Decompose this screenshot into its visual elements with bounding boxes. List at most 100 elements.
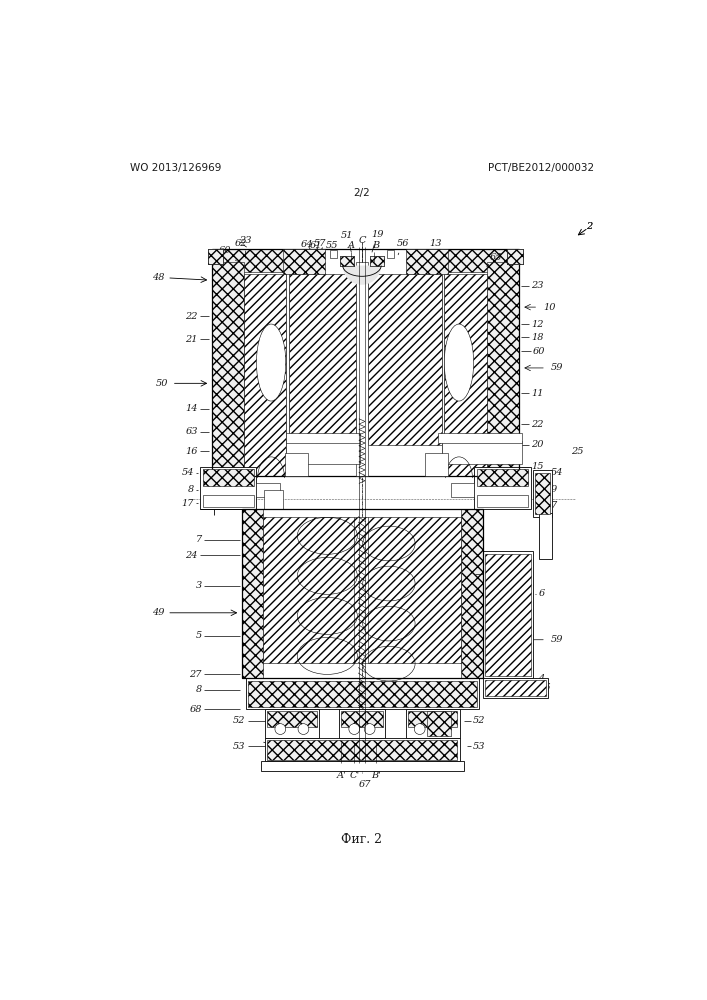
- Bar: [485, 554, 530, 676]
- Bar: [477, 495, 528, 507]
- Text: 8: 8: [188, 485, 194, 494]
- Bar: [408, 711, 457, 727]
- Ellipse shape: [444, 324, 474, 401]
- Bar: [368, 274, 442, 445]
- Bar: [257, 483, 279, 497]
- Bar: [370, 256, 383, 266]
- Bar: [248, 681, 477, 707]
- Bar: [203, 469, 254, 486]
- Text: WO 2013/126969: WO 2013/126969: [130, 163, 221, 173]
- Text: 26: 26: [538, 683, 551, 692]
- Bar: [203, 495, 254, 507]
- Text: 59: 59: [551, 363, 563, 372]
- Bar: [356, 262, 368, 476]
- Text: A': A': [337, 771, 346, 780]
- Bar: [208, 249, 223, 264]
- Text: B': B': [371, 771, 380, 780]
- Bar: [242, 509, 264, 678]
- Text: 5: 5: [196, 631, 201, 640]
- Bar: [244, 274, 286, 476]
- Text: 2/2: 2/2: [354, 188, 370, 198]
- Bar: [264, 490, 284, 509]
- Text: 7: 7: [551, 500, 557, 510]
- Bar: [477, 469, 528, 486]
- Bar: [442, 266, 444, 476]
- Text: 15: 15: [532, 462, 544, 471]
- Text: 27: 27: [189, 670, 201, 679]
- Bar: [406, 709, 460, 738]
- Bar: [286, 266, 288, 476]
- Text: 54: 54: [551, 468, 563, 477]
- Text: 66: 66: [304, 751, 317, 760]
- Bar: [264, 517, 461, 663]
- Bar: [212, 249, 519, 476]
- Bar: [285, 453, 308, 476]
- Bar: [340, 256, 354, 266]
- Text: 17: 17: [182, 499, 194, 508]
- Text: 59: 59: [551, 635, 563, 644]
- Text: A: A: [348, 241, 355, 250]
- Text: 56: 56: [397, 239, 409, 255]
- Text: 54: 54: [182, 468, 194, 477]
- Text: 65: 65: [486, 253, 502, 266]
- Bar: [246, 678, 479, 709]
- Text: 61: 61: [310, 241, 322, 250]
- Bar: [370, 256, 383, 266]
- Text: C: C: [358, 236, 366, 245]
- Bar: [208, 249, 223, 264]
- Text: 2: 2: [586, 222, 592, 231]
- Bar: [283, 249, 325, 274]
- Bar: [425, 453, 448, 476]
- Bar: [442, 441, 522, 464]
- Text: 68: 68: [189, 705, 201, 714]
- Bar: [329, 250, 337, 258]
- Bar: [539, 513, 552, 559]
- Text: 21: 21: [185, 335, 198, 344]
- Text: 64: 64: [301, 240, 313, 249]
- Bar: [444, 274, 486, 476]
- Text: 25: 25: [571, 447, 584, 456]
- Text: 24: 24: [185, 551, 198, 560]
- Text: 50: 50: [156, 379, 168, 388]
- Text: C': C': [349, 771, 359, 780]
- Text: 8: 8: [196, 685, 201, 694]
- Circle shape: [275, 724, 286, 734]
- Text: 22: 22: [185, 312, 198, 321]
- Bar: [483, 678, 549, 698]
- Text: Фиг. 2: Фиг. 2: [341, 833, 382, 846]
- Text: 16: 16: [185, 447, 198, 456]
- Bar: [438, 433, 522, 443]
- Bar: [265, 709, 319, 738]
- Text: 10: 10: [543, 303, 556, 312]
- Text: 23: 23: [532, 281, 544, 290]
- Text: 57: 57: [313, 239, 326, 255]
- Bar: [508, 249, 523, 264]
- Text: 4: 4: [538, 674, 544, 683]
- Text: 14: 14: [185, 404, 198, 413]
- Text: 11: 11: [532, 389, 544, 398]
- Bar: [341, 711, 382, 727]
- Text: 23: 23: [240, 236, 252, 258]
- Text: 2: 2: [586, 222, 592, 231]
- Text: 53: 53: [473, 742, 485, 751]
- Ellipse shape: [257, 324, 286, 401]
- Bar: [428, 711, 450, 736]
- Bar: [340, 256, 354, 266]
- Bar: [485, 680, 546, 696]
- Text: 53: 53: [233, 742, 246, 751]
- Text: 9: 9: [538, 689, 544, 698]
- Bar: [451, 483, 474, 497]
- Text: 52: 52: [233, 716, 246, 725]
- Bar: [286, 441, 360, 464]
- Bar: [535, 473, 550, 514]
- Text: 55: 55: [326, 241, 338, 256]
- Bar: [212, 249, 288, 272]
- Text: 18: 18: [532, 333, 544, 342]
- Text: 62: 62: [235, 239, 247, 248]
- Text: 22: 22: [532, 420, 544, 429]
- Text: 20: 20: [532, 440, 544, 449]
- Text: 12: 12: [532, 320, 544, 329]
- Text: 63: 63: [185, 427, 198, 436]
- Text: 60: 60: [533, 347, 545, 356]
- Bar: [267, 740, 457, 760]
